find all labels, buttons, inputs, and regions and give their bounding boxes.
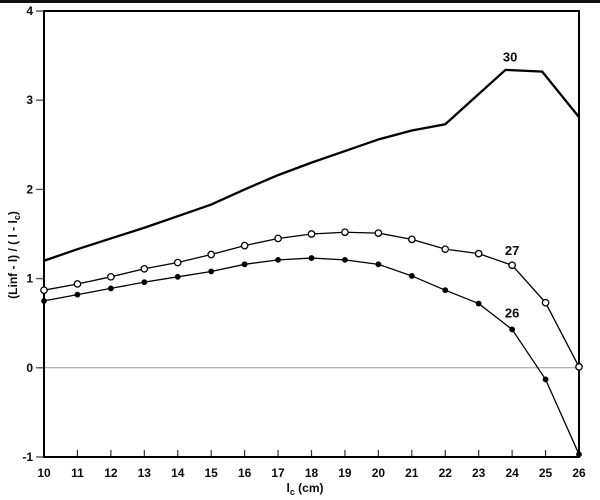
filled-circle-marker — [475, 300, 482, 307]
open-circle-marker — [107, 272, 115, 281]
series-label-27: 27 — [505, 243, 519, 258]
filled-circle-marker — [342, 256, 348, 263]
x-tick-label: 21 — [405, 466, 419, 480]
plot-border — [43, 10, 580, 458]
x-tick-label: 25 — [539, 466, 553, 480]
open-circle-marker — [407, 235, 416, 244]
x-axis-title: lc (cm) — [286, 481, 323, 497]
filled-circle-marker — [408, 273, 415, 279]
series-label-30: 30 — [503, 49, 517, 64]
filled-circle-marker — [308, 255, 315, 261]
x-axis-title-text: l — [286, 481, 290, 495]
y-tick-label: 4 — [26, 4, 33, 18]
x-tick-label: 23 — [472, 466, 486, 480]
open-circle-marker — [341, 228, 349, 237]
x-tick-label: 10 — [37, 466, 51, 480]
x-tick-label: 14 — [171, 466, 185, 480]
x-axis-title-subscript: c — [289, 487, 295, 497]
filled-circle-marker — [442, 287, 449, 294]
y-tick-label: 0 — [26, 361, 33, 375]
filled-circle-marker — [542, 376, 549, 383]
filled-circle-marker — [141, 279, 148, 286]
x-tick-label: 16 — [238, 466, 252, 480]
open-circle-marker — [173, 258, 182, 267]
x-tick-label: 26 — [572, 466, 586, 480]
x-tick-label: 22 — [439, 466, 453, 480]
open-circle-marker — [374, 229, 383, 237]
x-tick-label: 20 — [372, 466, 386, 480]
y-tick-label: -1 — [22, 450, 33, 464]
x-axis-title-suffix: (cm) — [294, 481, 324, 495]
filled-circle-marker — [41, 298, 47, 304]
series-26-line — [43, 257, 580, 455]
filled-circle-marker — [208, 268, 215, 275]
filled-circle-marker — [74, 291, 81, 298]
x-tick-label: 12 — [104, 466, 118, 480]
open-circle-marker — [307, 230, 316, 238]
x-tick-label: 13 — [138, 466, 152, 480]
y-axis-title-suffix: ) — [6, 211, 20, 216]
open-circle-marker — [575, 363, 583, 371]
y-tick-label: 3 — [26, 93, 33, 107]
y-axis-title-subscript: c — [12, 215, 22, 221]
y-tick-label: 1 — [26, 272, 33, 286]
x-tick-label: 24 — [505, 466, 519, 480]
filled-circle-marker — [576, 451, 582, 458]
series-30-line — [43, 68, 580, 262]
x-tick-label: 19 — [338, 466, 352, 480]
open-circle-marker — [274, 234, 282, 243]
open-circle-marker — [541, 298, 550, 307]
filled-circle-marker — [275, 256, 281, 263]
open-circle-marker — [140, 264, 149, 273]
filled-circle-marker — [241, 261, 248, 268]
series-27-line — [43, 231, 580, 368]
filled-circle-marker — [174, 273, 181, 280]
y-axis-title-text: (Linf - l) / ( l - l — [6, 220, 20, 299]
filled-circle-marker — [509, 326, 516, 333]
chart-canvas: 10 11 12 13 14 15 16 17 18 19 20 21 22 23 24 25 26-10123… — [22, 4, 586, 480]
filled-circle-marker — [375, 261, 382, 268]
x-tick-label: 17 — [271, 466, 285, 480]
filled-circle-marker — [107, 285, 114, 292]
open-circle-marker — [508, 261, 516, 270]
open-circle-marker — [441, 245, 450, 254]
open-circle-marker — [240, 241, 249, 250]
open-circle-marker — [207, 250, 216, 259]
open-circle-marker — [474, 249, 483, 258]
y-tick-label: 2 — [26, 182, 33, 196]
open-circle-marker — [40, 286, 48, 295]
open-circle-marker — [73, 280, 82, 288]
x-tick-label: 15 — [205, 466, 219, 480]
x-tick-label: 18 — [305, 466, 319, 480]
x-tick-label: 11 — [71, 466, 84, 480]
y-axis-title: (Linf - l) / ( l - lc) — [6, 211, 22, 299]
series-label-26: 26 — [505, 305, 519, 320]
